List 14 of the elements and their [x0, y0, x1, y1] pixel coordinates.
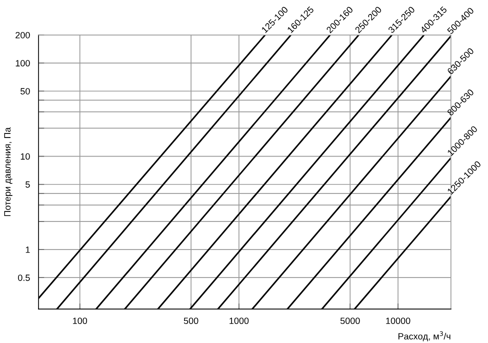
y-tick-label: 10 — [20, 153, 30, 160]
y-axis-title: Потери давления, Па — [4, 127, 12, 216]
x-tick-label: 5000 — [340, 318, 360, 324]
x-axis-title: Расход, м$^{3}$/ч — [398, 331, 450, 342]
y-tick-label: 0.5 — [18, 274, 30, 281]
x-tick-label: 10000 — [386, 318, 410, 324]
x-tick-label: 1000 — [230, 318, 249, 324]
x-tick-label: 100 — [73, 318, 88, 324]
x-tick-label: 500 — [184, 318, 198, 324]
y-tick-label: 200 — [16, 32, 30, 38]
y-tick-label: 50 — [20, 88, 30, 94]
y-tick-label: 1 — [26, 246, 30, 253]
y-tick-label: 100 — [16, 60, 30, 66]
y-tick-label: 5 — [26, 181, 30, 188]
